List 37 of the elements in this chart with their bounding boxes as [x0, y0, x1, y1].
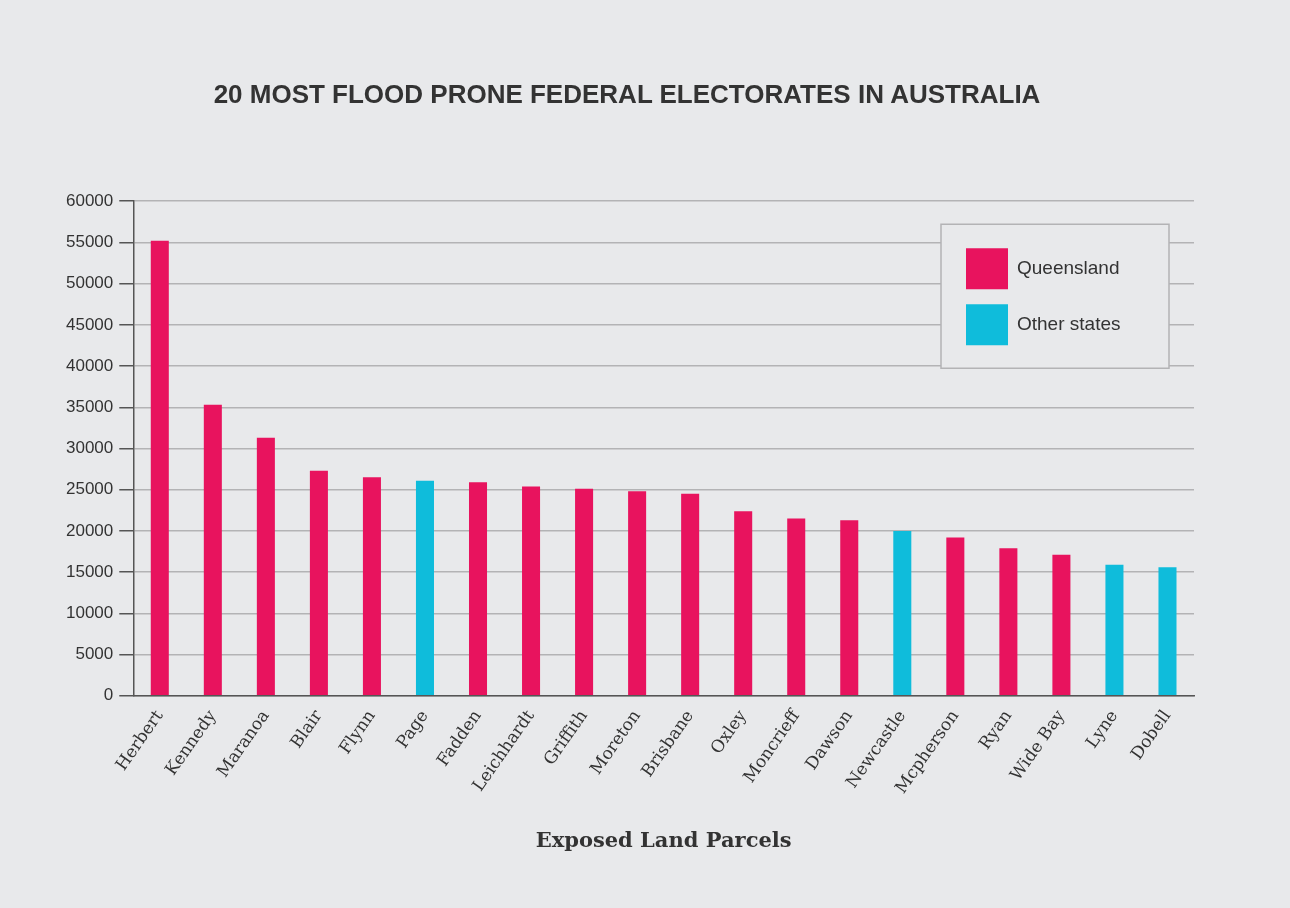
y-tick-label: 20000 [65, 520, 114, 540]
bar [787, 518, 806, 696]
bar [522, 486, 541, 696]
bar [946, 537, 965, 696]
y-tick-label: 10000 [65, 603, 114, 623]
chart-title: 20 MOST FLOOD PRONE FEDERAL ELECTORATES IN AUSTRALIA [213, 78, 1041, 109]
bar [468, 482, 488, 696]
bar [840, 520, 859, 696]
y-tick-label: 25000 [65, 479, 114, 499]
y-tick-label: 0 [103, 685, 114, 705]
y-tick-label: 30000 [65, 438, 114, 458]
bar [1158, 567, 1177, 696]
bar [203, 404, 222, 696]
bar [1052, 554, 1071, 696]
bar [1105, 564, 1124, 696]
bar [256, 437, 275, 696]
bar [309, 470, 328, 696]
bar [681, 493, 700, 696]
y-tick-label: 55000 [65, 232, 114, 252]
bar [628, 491, 647, 696]
y-tick-label: 45000 [65, 314, 114, 334]
y-tick-label: 5000 [75, 644, 114, 664]
y-tick-label: 50000 [65, 273, 114, 293]
y-tick-label: 15000 [65, 561, 114, 581]
y-tick-label: 40000 [65, 355, 114, 375]
legend-label: Queensland [1017, 257, 1120, 279]
bar [415, 480, 434, 696]
legend-label: Other states [1017, 313, 1121, 335]
bar [362, 477, 381, 696]
bar [999, 548, 1018, 696]
y-tick-label: 35000 [65, 396, 114, 416]
bar [150, 240, 169, 696]
bar [734, 511, 753, 696]
bar [575, 488, 594, 696]
y-tick-label: 60000 [65, 190, 114, 210]
bar [893, 530, 912, 696]
x-axis-title: Exposed Land Parcels [535, 826, 792, 852]
